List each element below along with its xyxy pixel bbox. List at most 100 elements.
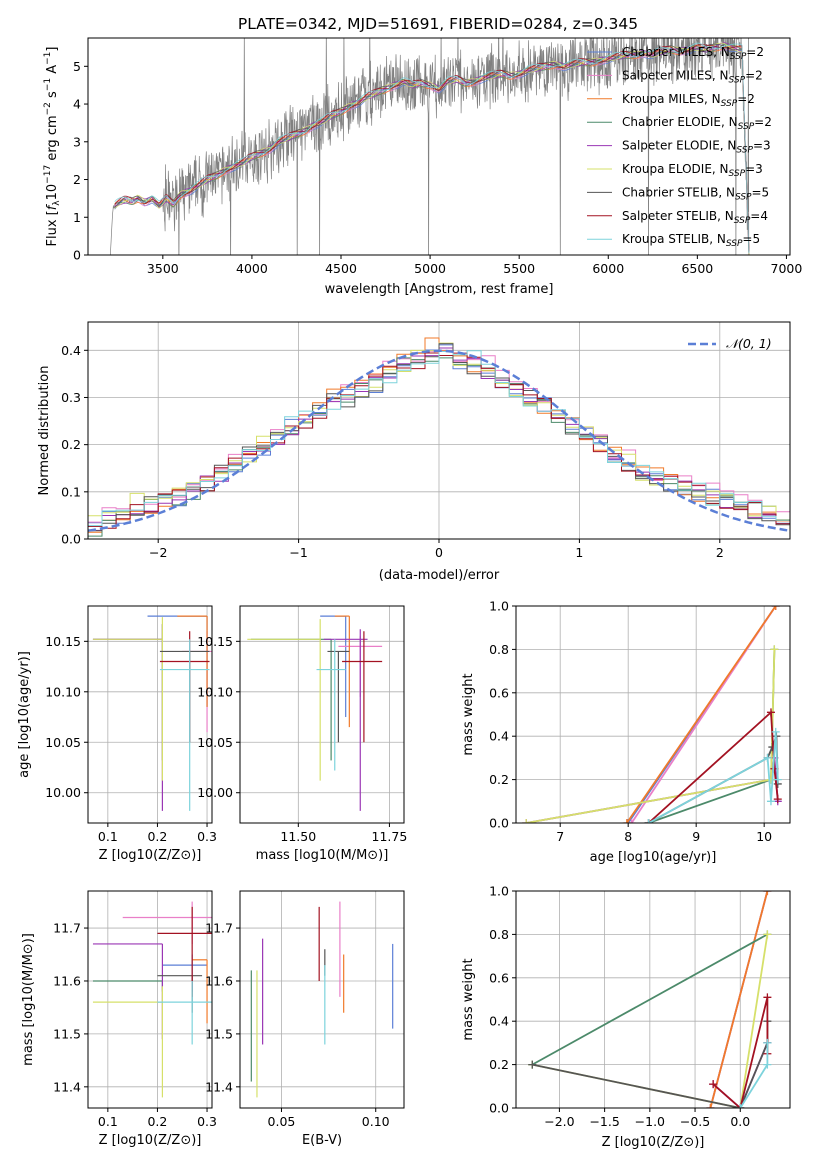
- x-tick-label: 7000: [771, 261, 803, 276]
- x-tick-label: 0: [435, 545, 443, 560]
- y-tick-label: 2: [73, 172, 81, 187]
- weight-line-salpeter-stelib: [647, 710, 779, 823]
- x-tick-label: −2.0: [544, 1114, 574, 1129]
- x-tick-label: −2: [149, 545, 167, 560]
- gaussian-curve: [88, 349, 788, 532]
- plot-area-mass_vs_Z: [92, 901, 212, 1098]
- y-tick-label: 10.00: [45, 785, 81, 800]
- y-tick-label: 10.05: [45, 735, 81, 750]
- weight-marker: [644, 819, 653, 823]
- weight-marker: [763, 930, 772, 939]
- x-tick-label: −1.5: [589, 1114, 619, 1129]
- y-tick-label: 0.6: [489, 685, 509, 700]
- axes-frame: [515, 890, 791, 1109]
- weight-marker: [763, 1060, 772, 1069]
- y-tick-label: 10.00: [197, 785, 233, 800]
- weight-marker: [763, 1038, 772, 1047]
- y-tick-label: 0.4: [489, 729, 509, 744]
- panel-residuals: −2 −1 0 1 2 0.0 0.1 0.2 0.3 0.4 𝒩(0, 1) (data-model…: [37, 321, 791, 583]
- y-tick-label: 0.0: [489, 816, 509, 831]
- weight-marker: [763, 891, 772, 895]
- x-tick-label: −1.0: [635, 1114, 665, 1129]
- plot-area-mass_vs_ebv: [250, 901, 394, 1098]
- x-tick-label: 5500: [503, 261, 535, 276]
- panel-age_vs_mass: 11.50 11.75 10.00 10.05 10.10 10.15 mass [log1…: [197, 605, 407, 863]
- y-tick-label: 11.4: [205, 1079, 233, 1094]
- x-tick-label: 0.2: [147, 1114, 167, 1129]
- weight-marker: [771, 727, 780, 736]
- model-line-salpeter-miles: [114, 46, 750, 254]
- panel-weight_vs_age: 7 8 9 10 0.0 0.2 0.4 0.6 0.8 1.0 age [log10(age/yr…: [461, 599, 791, 865]
- y-tick-label: 0.6: [489, 970, 509, 985]
- weight-marker: [771, 606, 780, 610]
- y-tick-label: 11.6: [205, 973, 233, 988]
- y-axis-label: age [log10(age/yr)]: [17, 651, 32, 778]
- panel-age_vs_Z: 0.1 0.2 0.3 10.00 10.05 10.10 10.15 Z [log10(Z/…: [17, 605, 217, 863]
- weight-marker: [528, 1060, 537, 1069]
- x-axis-label: wavelength [Angstrom, rest frame]: [325, 282, 554, 297]
- x-tick-label: 0.3: [197, 1114, 217, 1129]
- weight-marker: [706, 1104, 715, 1108]
- x-axis-label: age [log10(age/yr)]: [590, 850, 717, 865]
- y-tick-label: 0.2: [489, 1057, 509, 1072]
- weight-marker: [622, 819, 631, 823]
- y-tick-label: 11.4: [53, 1079, 81, 1094]
- x-axis-label: Z [log10(Z/Z⊙)]: [99, 1133, 202, 1148]
- axes-frame: [239, 605, 405, 824]
- y-axis-label: Flux [fλ10−17 erg cm−2 s−1 A−1]: [43, 47, 62, 247]
- plot-area-spectrum: [109, 38, 750, 255]
- x-tick-label: 3500: [147, 261, 179, 276]
- x-tick-label: 0.10: [362, 1114, 390, 1129]
- data-spectrum-line: [109, 38, 750, 255]
- y-tick-label: 0.8: [489, 642, 509, 657]
- x-tick-label: 9: [692, 829, 700, 844]
- x-tick-label: 0.1: [98, 1114, 118, 1129]
- axes-frame: [87, 37, 791, 256]
- y-axis-label: mass weight: [461, 958, 476, 1040]
- weight-line-kroupa-miles: [709, 891, 769, 1108]
- weight-line-salpeter-stelib: [712, 997, 769, 1108]
- legend-label: Kroupa ELODIE, NSSP=3: [622, 162, 763, 179]
- axes-frame: [239, 890, 405, 1109]
- weight-line-kroupa-stelib: [648, 731, 779, 823]
- x-axis-label: Z [log10(Z/Z⊙)]: [602, 1135, 705, 1150]
- x-tick-label: 6000: [592, 261, 624, 276]
- x-tick-label: 8: [624, 829, 632, 844]
- x-axis-label: Z [log10(Z/Z⊙)]: [99, 848, 202, 863]
- y-tick-label: 1.0: [489, 884, 509, 899]
- x-tick-label: 5000: [414, 261, 446, 276]
- weight-marker: [770, 645, 779, 654]
- legend-label: Kroupa MILES, NSSP=2: [622, 92, 755, 109]
- x-axis-label: mass [log10(M/M⊙)]: [256, 848, 389, 863]
- y-tick-label: 11.7: [53, 921, 81, 936]
- panel-weight_vs_Z: −2.0 −1.5 −1.0 −0.5 0.0 0.0 0.2 0.4 0.6 0.8 1.0 Z […: [461, 884, 791, 1150]
- x-tick-label: 4000: [236, 261, 268, 276]
- x-tick-label: 6500: [681, 261, 713, 276]
- weight-line-kroupa-miles: [626, 606, 777, 823]
- x-tick-label: 0.3: [197, 829, 217, 844]
- legend-label: Chabrier STELIB, NSSP=5: [622, 185, 769, 202]
- weight-marker: [773, 795, 782, 804]
- y-tick-label: 0.3: [61, 390, 81, 405]
- y-tick-label: 0.0: [489, 1101, 509, 1116]
- legend-label: Salpeter STELIB, NSSP=4: [622, 209, 768, 226]
- plot-area-age_vs_Z: [92, 615, 212, 811]
- y-tick-label: 3: [73, 134, 81, 149]
- legend-label: Chabrier ELODIE, NSSP=2: [622, 115, 772, 132]
- y-tick-label: 10.05: [197, 735, 233, 750]
- weight-marker: [766, 708, 775, 717]
- panel-spectrum: 3500 4000 4500 5000 5500 6000 6500 7000 0 1 2 3 4 5 wa…: [43, 37, 803, 297]
- weight-marker: [766, 797, 775, 806]
- weight-marker: [766, 775, 775, 784]
- legend: Chabrier MILES, NSSP=2 Salpeter MILES, NS…: [587, 45, 772, 249]
- x-tick-label: 10: [756, 829, 772, 844]
- x-axis-label: (data-model)/error: [379, 568, 500, 583]
- weight-marker: [709, 1080, 718, 1089]
- legend-label: Kroupa STELIB, NSSP=5: [622, 232, 760, 249]
- model-line-kroupa-stelib: [114, 42, 750, 254]
- x-tick-label: −0.5: [680, 1114, 710, 1129]
- x-tick-label: 1: [575, 545, 583, 560]
- weight-marker: [627, 819, 636, 823]
- legend-label: Salpeter ELODIE, NSSP=3: [622, 139, 771, 156]
